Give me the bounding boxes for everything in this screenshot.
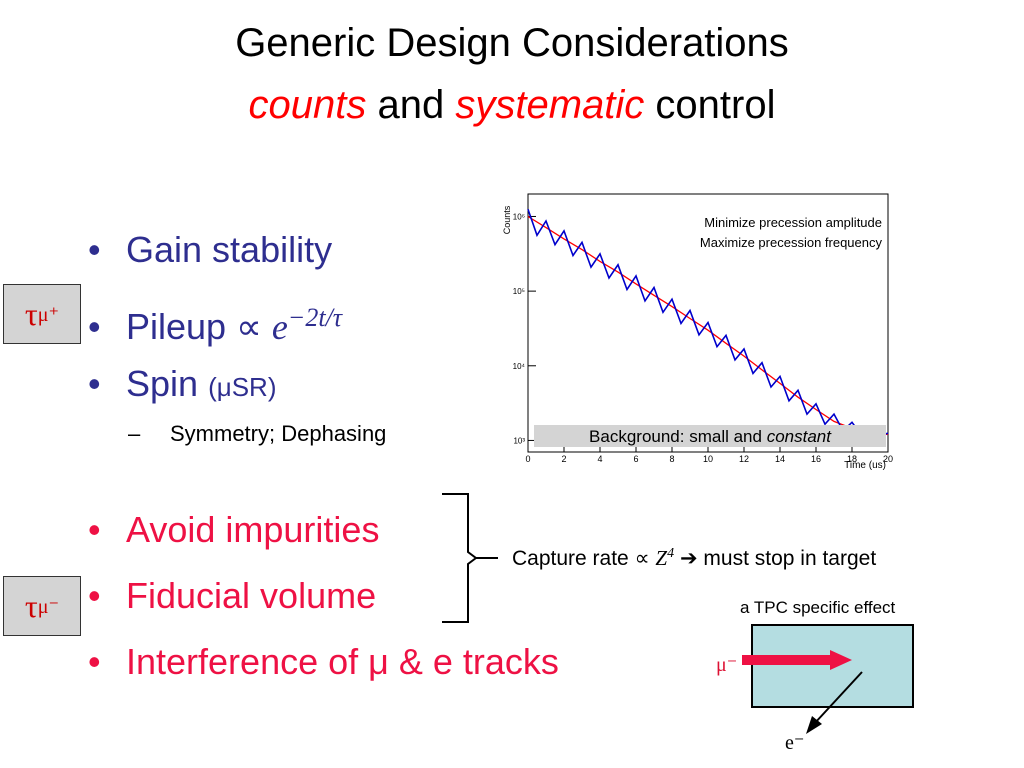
y-tick-label: 10³	[513, 436, 525, 445]
tpc-box	[751, 624, 914, 708]
tpc-label: a TPC specific effect	[740, 598, 896, 617]
background-note-text: Background: small and	[589, 427, 767, 446]
x-axis-label: Time (us)	[844, 460, 886, 471]
x-tick-label: 12	[739, 454, 749, 464]
bullet-gain-text: Gain stability	[126, 229, 333, 270]
bullet-spin-musr: (μSR)	[208, 372, 277, 402]
muon-label: μ⁻	[716, 654, 738, 676]
background-note-constant: constant	[767, 427, 833, 446]
bullet-gain-stability: • Gain stability	[88, 229, 333, 270]
pileup-e: e	[271, 307, 288, 347]
x-tick-label: 18	[847, 454, 857, 464]
annotation-amplitude: Minimize precession amplitude	[704, 215, 882, 230]
x-tick-label: 6	[633, 454, 638, 464]
bullet-impurities-text: Avoid impurities	[126, 509, 380, 550]
capture-z: Z	[655, 546, 668, 570]
bullet-spin-text: Spin	[126, 363, 199, 404]
capture-rate-note: Capture rate ∝ Z4 ➔ must stop in target	[512, 546, 876, 571]
right-arrow-icon: ➔	[679, 547, 698, 570]
bullet-spin: • Spin (μSR)	[88, 363, 277, 404]
tau-minus-sub: μ⁻	[37, 595, 60, 618]
y-axis-label: Counts	[502, 205, 512, 234]
x-tick-label: 14	[775, 454, 785, 464]
tau-plus-symbol: τ	[24, 295, 38, 332]
bullet-avoid-impurities: • Avoid impurities	[88, 509, 380, 550]
y-tick-label: 10⁵	[513, 287, 525, 296]
title-and: and	[377, 83, 445, 127]
tau-mu-minus-box: τ μ⁻	[3, 576, 81, 636]
bullet-interference-text: Interference of μ & e tracks	[126, 641, 559, 682]
slide-title-line1: Generic Design Considerations	[235, 21, 789, 65]
annotation-frequency: Maximize precession frequency	[700, 235, 883, 250]
bullet-pileup-text: Pileup ∝	[126, 306, 262, 347]
bullet-fiducial-text: Fiducial volume	[126, 575, 377, 616]
x-tick-label: 4	[597, 454, 602, 464]
capture-z-exp: 4	[667, 546, 675, 561]
y-tick-label: 10⁶	[513, 212, 525, 221]
x-tick-label: 8	[669, 454, 674, 464]
sub-bullet-symmetry: – Symmetry; Dephasing	[128, 421, 387, 446]
electron-arrow-head-icon	[806, 716, 822, 734]
bullet-interference: • Interference of μ & e tracks	[88, 641, 559, 682]
x-tick-label: 20	[883, 454, 893, 464]
capture-text: Capture rate ∝	[512, 547, 650, 570]
tau-mu-plus-box: τ μ⁺	[3, 284, 81, 344]
curly-brace-icon	[442, 493, 498, 623]
title-control: control	[655, 83, 776, 127]
background-note-box	[534, 425, 886, 447]
electron-label: e⁻	[785, 732, 805, 754]
x-tick-label: 2	[561, 454, 566, 464]
series-fit-line	[527, 215, 889, 436]
tau-plus-sub: μ⁺	[37, 303, 60, 326]
tau-minus-symbol: τ	[24, 587, 38, 624]
decay-chart: 0 2 4 6 8 10 12 14 16 18 20 10³ 10⁴ 10⁵ 10⁶ Counts Ti…	[502, 193, 893, 471]
y-tick-label: 10⁴	[513, 362, 526, 371]
series-data-line	[527, 208, 889, 437]
bullet-pileup: • Pileup ∝ e−2t/τ	[88, 303, 343, 347]
background-note: Background: small and constant	[589, 427, 832, 446]
sub-bullet-text: Symmetry; Dephasing	[170, 421, 387, 446]
x-tick-label: 16	[811, 454, 821, 464]
x-tick-label: 10	[703, 454, 713, 464]
title-systematic: systematic	[455, 83, 645, 127]
capture-text2: must stop in target	[703, 547, 877, 570]
title-counts: counts	[248, 83, 367, 127]
bullet-fiducial-volume: • Fiducial volume	[88, 575, 377, 616]
slide-title-line2: counts and systematic control	[0, 80, 1024, 130]
pileup-exponent: −2t/τ	[287, 303, 343, 332]
x-tick-label: 0	[525, 454, 530, 464]
